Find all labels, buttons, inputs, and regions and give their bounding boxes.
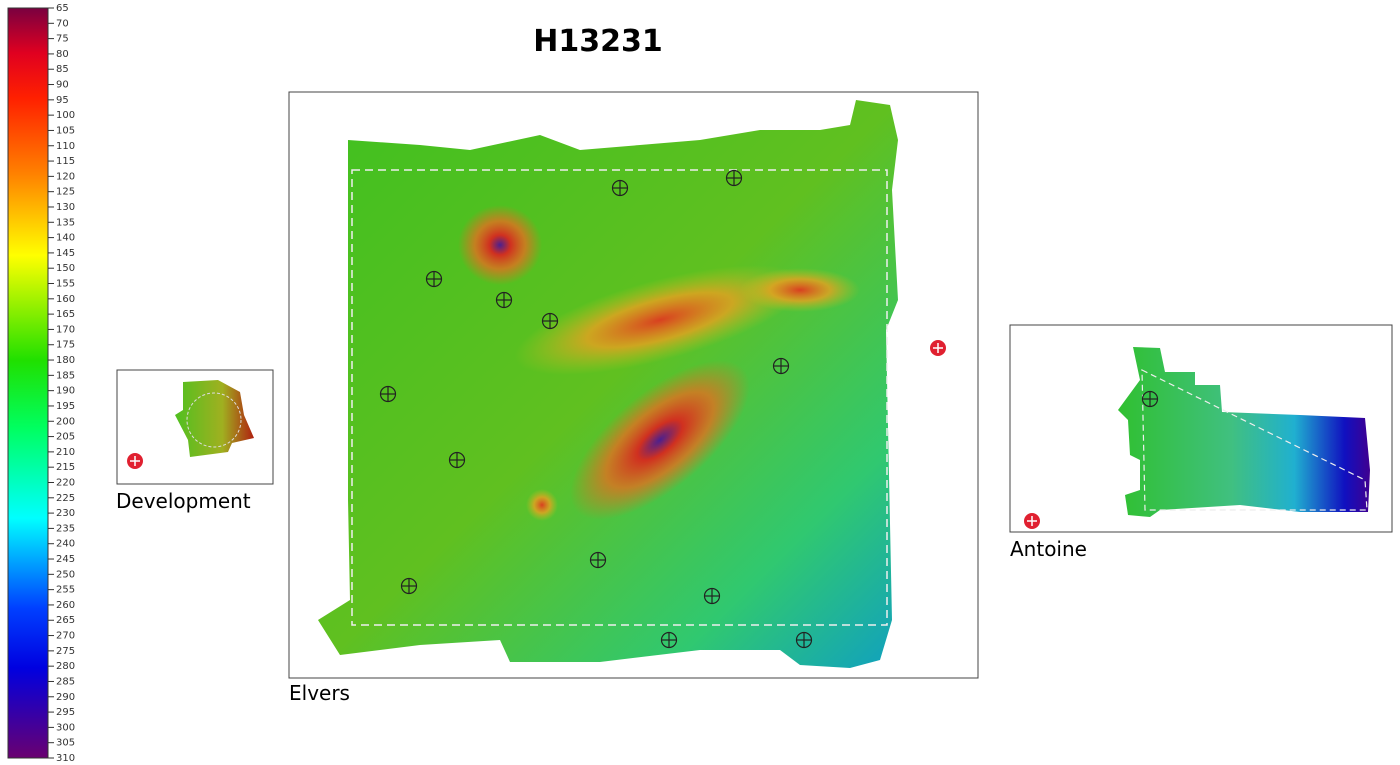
tick-label: 265: [56, 615, 75, 626]
tick-label: 305: [56, 738, 75, 749]
tick-label: 295: [56, 707, 75, 718]
tick-label: 240: [56, 539, 75, 550]
tick-label: 310: [56, 753, 75, 764]
tick-label: 195: [56, 401, 75, 412]
tick-label: 120: [56, 171, 75, 182]
tick-label: 135: [56, 217, 75, 228]
tick-label: 170: [56, 324, 75, 335]
tick-label: 250: [56, 569, 75, 580]
tick-label: 160: [56, 294, 75, 305]
tick-label: 165: [56, 309, 75, 320]
tick-label: 270: [56, 631, 75, 642]
tick-label: 180: [56, 355, 75, 366]
marker: [1143, 392, 1158, 407]
tick-label: 80: [56, 49, 69, 60]
tick-label: 280: [56, 661, 75, 672]
tick-label: 145: [56, 248, 75, 259]
tick-label: 300: [56, 722, 75, 733]
tick-label: 115: [56, 156, 75, 167]
tick-label: 235: [56, 523, 75, 534]
tick-label: 100: [56, 110, 75, 121]
tick-label: 210: [56, 447, 75, 458]
tick-label: 110: [56, 141, 75, 152]
color-scale: [8, 8, 48, 758]
color-scale-ticks: 65 70 75 80 85 90 95 100 105 110 115 120 125 130 135 14…: [48, 3, 75, 764]
tick-label: 125: [56, 187, 75, 198]
tick-label: 75: [56, 34, 69, 45]
panel-label: Development: [116, 489, 251, 513]
tick-label: 205: [56, 432, 75, 443]
tick-label: 185: [56, 370, 75, 381]
tick-label: 200: [56, 416, 75, 427]
tick-label: 230: [56, 508, 75, 519]
tick-label: 260: [56, 600, 75, 611]
shoal: [740, 268, 860, 312]
tick-label: 105: [56, 125, 75, 136]
map-figure: 65 70 75 80 85 90 95 100 105 110 115 120 125 130 135 14…: [0, 0, 1400, 765]
marker: [1024, 513, 1040, 529]
tick-label: 140: [56, 233, 75, 244]
tick-label: 275: [56, 646, 75, 657]
tick-label: 285: [56, 676, 75, 687]
panel-label: Elvers: [289, 681, 350, 705]
tick-label: 215: [56, 462, 75, 473]
tick-label: 225: [56, 493, 75, 504]
tick-label: 255: [56, 585, 75, 596]
tick-label: 85: [56, 64, 69, 75]
tick-label: 175: [56, 340, 75, 351]
panel-label: Antoine: [1010, 537, 1087, 561]
tick-label: 155: [56, 279, 75, 290]
tick-label: 65: [56, 3, 69, 14]
shoal: [458, 205, 542, 285]
tick-label: 190: [56, 386, 75, 397]
tick-label: 220: [56, 477, 75, 488]
tick-label: 150: [56, 263, 75, 274]
title: H13231: [533, 24, 662, 59]
marker: [930, 340, 946, 356]
tick-label: 290: [56, 692, 75, 703]
tick-label: 90: [56, 80, 69, 91]
marker: [127, 453, 143, 469]
tick-label: 245: [56, 554, 75, 565]
shoal: [526, 489, 558, 521]
survey-area: [318, 100, 898, 668]
tick-label: 70: [56, 18, 69, 29]
tick-label: 95: [56, 95, 69, 106]
tick-label: 130: [56, 202, 75, 213]
